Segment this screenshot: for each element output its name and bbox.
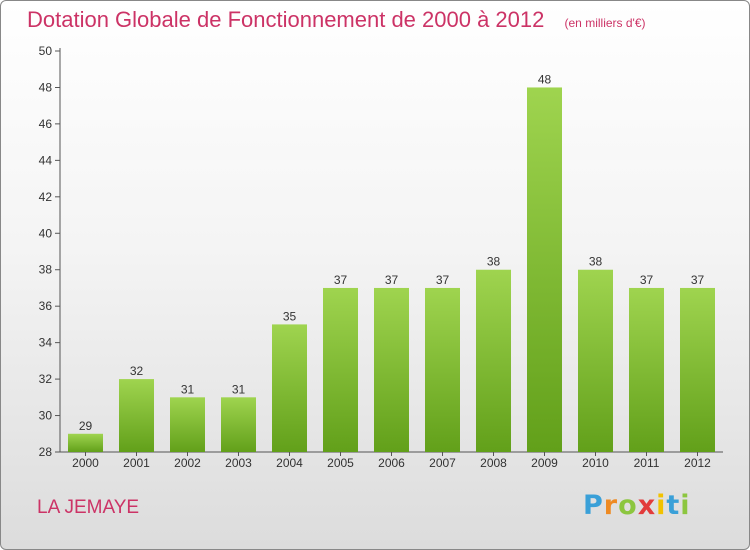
x-tick-label-2004: 2004	[276, 456, 303, 470]
x-tick-label-2010: 2010	[582, 456, 609, 470]
bar-2009	[527, 87, 562, 453]
x-tick-label-2012: 2012	[684, 456, 711, 470]
x-tick-label-2005: 2005	[327, 456, 354, 470]
logo-letter: r	[603, 490, 619, 521]
bar-2001	[119, 379, 154, 452]
y-tick-label: 30	[39, 409, 53, 423]
value-label-2011: 37	[640, 273, 654, 287]
value-label-2000: 29	[79, 419, 93, 433]
bar-2006	[374, 287, 409, 452]
x-tick-label-2008: 2008	[480, 456, 507, 470]
bar-2002	[170, 397, 205, 452]
value-label-2009: 48	[538, 72, 552, 86]
chart-title-text: Dotation Globale de Fonctionnement de 20…	[27, 7, 545, 32]
y-tick-label: 44	[39, 153, 53, 167]
bar-2012	[680, 287, 715, 452]
bar-2004	[272, 324, 307, 452]
value-label-2005: 37	[334, 273, 348, 287]
bar-2010	[578, 269, 613, 452]
bars	[68, 87, 715, 453]
y-tick-label: 46	[39, 117, 53, 131]
chart-title: Dotation Globale de Fonctionnement de 20…	[27, 7, 646, 33]
value-label-2003: 31	[232, 382, 246, 396]
value-label-2001: 32	[130, 364, 144, 378]
x-tick-label-2000: 2000	[72, 456, 99, 470]
logo-letter: P	[583, 490, 604, 521]
logo-letter: t	[666, 490, 681, 521]
bar-2011	[629, 287, 664, 452]
y-tick-label: 40	[39, 226, 53, 240]
value-label-2007: 37	[436, 273, 450, 287]
value-label-2006: 37	[385, 273, 399, 287]
value-label-2004: 35	[283, 309, 297, 323]
y-tick-label: 36	[39, 299, 53, 313]
x-tick-label-2009: 2009	[531, 456, 558, 470]
x-tick-label-2003: 2003	[225, 456, 252, 470]
bar-2000	[68, 433, 103, 452]
logo-letter: i	[680, 490, 691, 521]
value-label-2010: 38	[589, 255, 603, 269]
x-tick-label-2002: 2002	[174, 456, 201, 470]
y-tick-label: 28	[39, 445, 53, 459]
y-tick-label: 48	[39, 80, 53, 94]
y-tick-label: 50	[39, 44, 53, 58]
proxiti-logo: Proxiti	[583, 490, 691, 521]
x-tick-label-2006: 2006	[378, 456, 405, 470]
labels: 29 32 31 31 35 37 37 37 38 48 38 37 37	[79, 72, 705, 432]
chart-subtitle: (en milliers d'€)	[564, 16, 646, 30]
y-tick-label: 38	[39, 263, 53, 277]
commune-name: LA JEMAYE	[37, 497, 140, 518]
bar-2008	[476, 269, 511, 452]
x-tick-label-2011: 2011	[634, 456, 660, 470]
y-tick-label: 42	[39, 190, 53, 204]
y-tick-label: 34	[39, 336, 53, 350]
value-label-2002: 31	[181, 382, 195, 396]
value-label-2008: 38	[487, 255, 501, 269]
x-tick-label-2001: 2001	[123, 456, 150, 470]
bar-2003	[221, 397, 256, 452]
logo-letter: i	[656, 490, 667, 521]
logo-letter: x	[637, 490, 657, 521]
value-label-2012: 37	[691, 273, 705, 287]
bar-2005	[323, 287, 358, 452]
logo-letter: o	[618, 490, 638, 521]
bar-2007	[425, 287, 460, 452]
x-tick-label-2007: 2007	[429, 456, 456, 470]
axes: 28 30 32 34 36 38 40 42 44 46 48 50 2000 2001 2002 2003…	[39, 44, 723, 470]
y-tick-label: 32	[39, 372, 53, 386]
